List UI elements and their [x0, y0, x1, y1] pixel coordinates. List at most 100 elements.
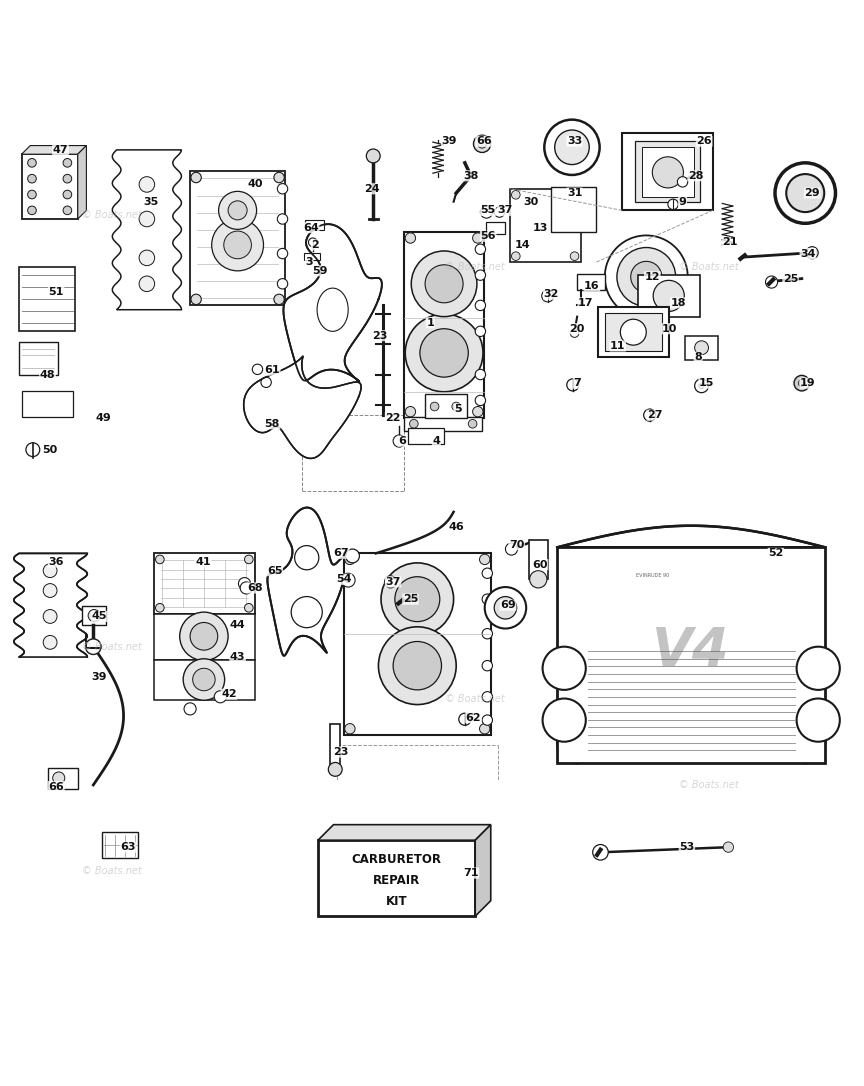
Bar — [622, 132, 713, 211]
Circle shape — [425, 265, 463, 303]
Circle shape — [381, 563, 454, 635]
Bar — [642, 148, 694, 198]
Text: 6: 6 — [397, 437, 406, 446]
Circle shape — [494, 596, 517, 619]
Circle shape — [475, 300, 486, 311]
Circle shape — [605, 236, 688, 318]
Circle shape — [277, 184, 288, 194]
Text: 1: 1 — [427, 318, 434, 328]
Circle shape — [797, 698, 840, 742]
Circle shape — [341, 573, 355, 588]
Polygon shape — [318, 824, 491, 841]
Circle shape — [190, 622, 218, 651]
Polygon shape — [283, 224, 382, 381]
Circle shape — [530, 570, 547, 588]
Circle shape — [191, 173, 201, 182]
Circle shape — [245, 604, 253, 613]
Text: 43: 43 — [230, 652, 245, 662]
Text: 67: 67 — [334, 548, 349, 558]
Text: 46: 46 — [448, 522, 464, 532]
Text: 12: 12 — [645, 272, 660, 282]
Text: 17: 17 — [578, 298, 594, 307]
Text: 50: 50 — [42, 444, 58, 455]
Text: 27: 27 — [647, 411, 663, 420]
Text: 20: 20 — [569, 324, 585, 333]
Circle shape — [480, 554, 490, 565]
Text: 14: 14 — [515, 240, 530, 250]
Text: 11: 11 — [610, 341, 626, 351]
Circle shape — [63, 175, 72, 184]
Polygon shape — [268, 507, 346, 656]
Text: 9: 9 — [678, 197, 687, 206]
Circle shape — [511, 252, 520, 261]
Circle shape — [240, 582, 252, 594]
Circle shape — [346, 578, 351, 583]
Polygon shape — [190, 172, 285, 305]
Circle shape — [543, 646, 586, 690]
Circle shape — [410, 419, 418, 428]
Text: 40: 40 — [247, 179, 263, 189]
Circle shape — [695, 379, 708, 393]
Text: 62: 62 — [466, 712, 481, 722]
Circle shape — [191, 294, 201, 304]
Polygon shape — [22, 146, 86, 154]
Text: 71: 71 — [463, 868, 479, 879]
Bar — [408, 428, 444, 444]
Circle shape — [328, 762, 342, 776]
Circle shape — [620, 319, 646, 345]
Text: 22: 22 — [385, 413, 401, 422]
Text: 29: 29 — [804, 188, 820, 198]
Polygon shape — [344, 554, 491, 735]
Text: 19: 19 — [800, 378, 816, 388]
Bar — [22, 391, 73, 417]
Text: 5: 5 — [454, 404, 461, 414]
Circle shape — [794, 376, 810, 391]
Text: 39: 39 — [442, 136, 457, 147]
Circle shape — [346, 550, 359, 563]
Text: 54: 54 — [336, 574, 352, 584]
Circle shape — [482, 568, 492, 579]
Circle shape — [420, 329, 468, 377]
Bar — [635, 141, 700, 202]
Text: 41: 41 — [195, 557, 211, 567]
Circle shape — [224, 231, 251, 258]
Circle shape — [405, 406, 416, 417]
Text: 38: 38 — [463, 171, 479, 180]
Circle shape — [274, 173, 284, 182]
Circle shape — [567, 379, 579, 391]
Text: 25: 25 — [783, 275, 798, 285]
Text: 34: 34 — [800, 249, 816, 258]
Circle shape — [274, 294, 284, 304]
Text: © Boats.net: © Boats.net — [445, 694, 505, 704]
Circle shape — [63, 190, 72, 199]
Circle shape — [139, 177, 155, 192]
Polygon shape — [475, 824, 491, 917]
Circle shape — [475, 395, 486, 406]
Polygon shape — [19, 266, 75, 331]
Text: 24: 24 — [364, 184, 379, 193]
Text: KIT: KIT — [385, 895, 408, 908]
Polygon shape — [557, 547, 825, 763]
Circle shape — [43, 609, 57, 623]
Circle shape — [345, 554, 355, 565]
Circle shape — [53, 772, 65, 784]
Circle shape — [798, 380, 805, 387]
Text: 63: 63 — [120, 842, 136, 853]
Text: 3: 3 — [306, 257, 313, 267]
Text: 70: 70 — [509, 540, 524, 550]
Circle shape — [593, 845, 608, 860]
Circle shape — [28, 175, 36, 184]
Circle shape — [482, 715, 492, 725]
Circle shape — [695, 341, 708, 355]
Polygon shape — [404, 232, 484, 418]
Text: 21: 21 — [722, 238, 738, 248]
Circle shape — [473, 232, 483, 243]
Polygon shape — [317, 288, 348, 331]
Text: 47: 47 — [53, 144, 68, 155]
Bar — [102, 833, 138, 858]
Text: 13: 13 — [532, 223, 548, 232]
Circle shape — [214, 691, 226, 703]
Text: 61: 61 — [264, 365, 280, 375]
Circle shape — [775, 163, 835, 224]
Text: 65: 65 — [267, 566, 283, 576]
